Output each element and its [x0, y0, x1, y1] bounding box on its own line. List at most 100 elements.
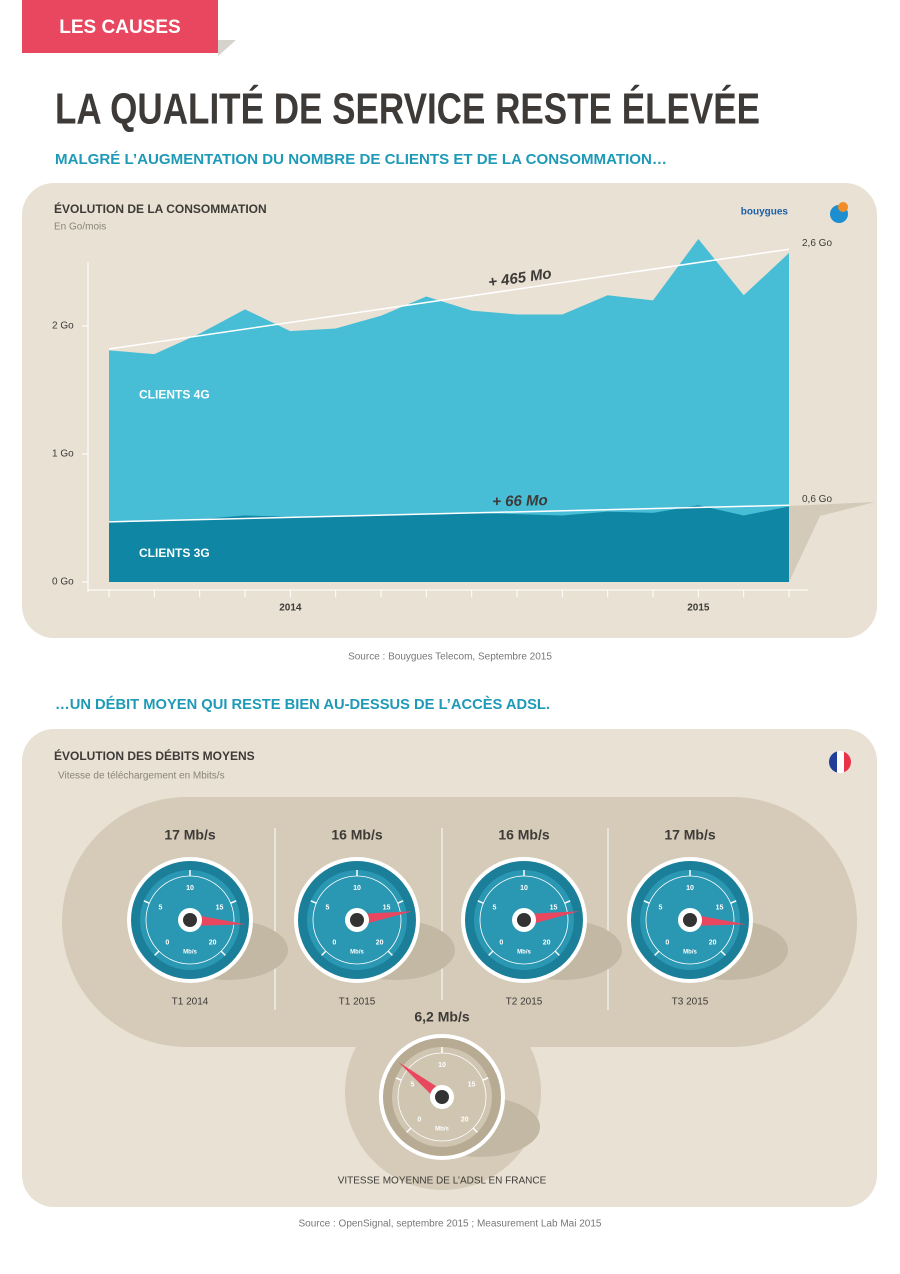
gauge-tick: [554, 950, 560, 956]
value-label: 17 Mb/s: [164, 827, 216, 843]
gauge-tick: [482, 1077, 489, 1081]
end-label: 0,6 Go: [802, 494, 832, 505]
gauge-tick: [387, 950, 393, 956]
gauge-tick-label: 0: [499, 939, 503, 946]
source: Source : OpenSignal, septembre 2015 ; Me…: [299, 1219, 602, 1230]
section-heading: …UN DÉBIT MOYEN QUI RESTE BIEN AU-DESSUS…: [55, 696, 550, 713]
category-label: T2 2015: [506, 997, 543, 1008]
gauge-tick: [730, 900, 737, 904]
hub-center: [435, 1090, 449, 1104]
hub-center: [350, 913, 364, 927]
gauge-tick-label: 5: [325, 905, 329, 912]
logo: bouygues: [741, 207, 789, 218]
tag-box: [22, 0, 218, 53]
gauge-tick: [643, 900, 650, 904]
gauge-tick-label: 10: [186, 885, 194, 892]
tag-shadow: [218, 40, 236, 56]
gauge-tick-label: 0: [665, 939, 669, 946]
gauge-tick: [321, 950, 327, 956]
gauge-tick-label: 15: [716, 905, 724, 912]
reference-label: VITESSE MOYENNE DE L’ADSL EN FRANCE: [338, 1176, 547, 1187]
gauge-tick-label: 15: [383, 905, 391, 912]
gauge-tick-label: 20: [543, 939, 551, 946]
gauge-tick: [472, 1127, 478, 1133]
gauge-tick-label: 0: [417, 1116, 421, 1123]
category-label: T1 2014: [172, 997, 209, 1008]
gauge-tick-label: 10: [686, 885, 694, 892]
needle: [356, 911, 413, 926]
source: Source : Bouygues Telecom, Septembre 201…: [348, 652, 552, 663]
chart-title: ÉVOLUTION DE LA CONSOMMATION: [54, 201, 267, 216]
x-tick-label: 2015: [687, 603, 710, 614]
trend-line: [108, 248, 790, 350]
gauge-unit: Mb/s: [183, 950, 197, 956]
gauge-tick-label: 15: [550, 905, 558, 912]
gauge-tick-label: 10: [353, 885, 361, 892]
gauge-tick-label: 20: [376, 939, 384, 946]
needle: [189, 914, 246, 926]
gauge-tick-label: 5: [658, 905, 662, 912]
gauge-band: [62, 797, 857, 1047]
gauge-tick: [406, 1127, 412, 1133]
gauge-tick-label: 5: [158, 905, 162, 912]
gauge-tick-label: 0: [332, 939, 336, 946]
logo-mark: [838, 202, 848, 212]
x-tick-label: 2014: [279, 603, 302, 614]
category-label: T1 2015: [339, 997, 376, 1008]
trend-line: [108, 504, 790, 523]
gauge-tick: [230, 900, 237, 904]
gauge-tick: [720, 950, 726, 956]
value-label: 16 Mb/s: [331, 827, 383, 843]
gauge-tick-label: 15: [216, 905, 224, 912]
chart-subtitle: En Go/mois: [54, 222, 106, 233]
trend-label: + 66 Mo: [492, 492, 548, 510]
y-tick-label: 0 Go: [52, 577, 74, 588]
category-label: T3 2015: [672, 997, 709, 1008]
needle: [689, 914, 746, 926]
area: [109, 505, 789, 582]
area-shadow: [789, 502, 875, 582]
gauge-tick-label: 0: [165, 939, 169, 946]
chart-title: ÉVOLUTION DES DÉBITS MOYENS: [54, 748, 255, 763]
value-label: 6,2 Mb/s: [414, 1009, 469, 1025]
area: [109, 238, 789, 582]
flag: [829, 751, 851, 773]
value-label: 17 Mb/s: [664, 827, 716, 843]
gauge-tick-label: 5: [410, 1082, 414, 1089]
gauge-tick-label: 20: [461, 1116, 469, 1123]
y-tick-label: 2 Go: [52, 321, 74, 332]
section-heading: MALGRÉ L’AUGMENTATION DU NOMBRE DE CLIEN…: [55, 151, 667, 168]
gauge-tick: [397, 900, 404, 904]
gauge-tick-label: 20: [709, 939, 717, 946]
series-label: CLIENTS 4G: [139, 387, 210, 401]
gauge-tick: [220, 950, 226, 956]
gauge-unit: Mb/s: [350, 950, 364, 956]
y-tick-label: 1 Go: [52, 449, 74, 460]
hub-center: [517, 913, 531, 927]
gauge-unit: Mb/s: [517, 950, 531, 956]
gauge-tick-label: 20: [209, 939, 217, 946]
end-label: 2,6 Go: [802, 238, 832, 249]
value-label: 16 Mb/s: [498, 827, 550, 843]
gauge-tick: [143, 900, 150, 904]
gauge-tick-label: 10: [520, 885, 528, 892]
gauge-tick: [154, 950, 160, 956]
needle: [523, 911, 580, 926]
gauge-tick: [488, 950, 494, 956]
hub-center: [183, 913, 197, 927]
chart-subtitle: Vitesse de téléchargement en Mbits/s: [58, 771, 225, 782]
gauge-tick-label: 10: [438, 1062, 446, 1069]
page-title: LA QUALITÉ DE SERVICE RESTE ÉLEVÉE: [55, 84, 760, 134]
gauge-tick: [654, 950, 660, 956]
gauge-tick: [564, 900, 571, 904]
gauge-tick: [310, 900, 317, 904]
gauge-unit: Mb/s: [435, 1127, 449, 1133]
series-label: CLIENTS 3G: [139, 546, 210, 560]
gauge-tick-label: 5: [492, 905, 496, 912]
gauge-tick: [395, 1077, 402, 1081]
gauge-tick-label: 15: [468, 1082, 476, 1089]
hub-center: [683, 913, 697, 927]
tag: LES CAUSES: [59, 17, 180, 38]
gauge-tick: [477, 900, 484, 904]
